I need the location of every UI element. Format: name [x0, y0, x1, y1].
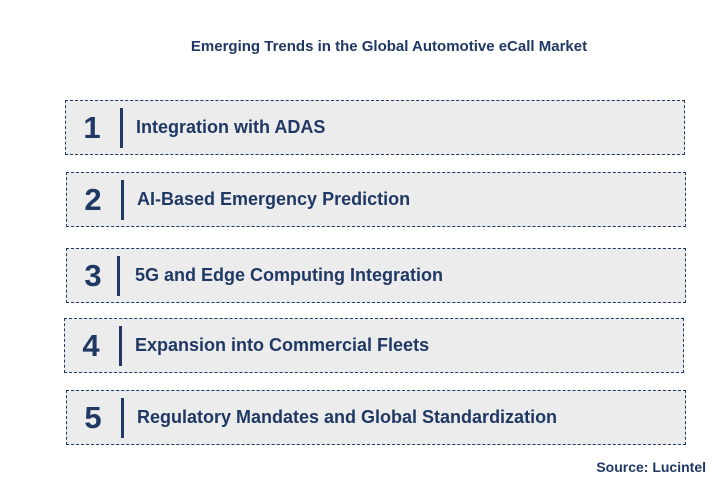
trend-item-4: 4 Expansion into Commercial Fleets — [64, 318, 684, 373]
trend-number: 1 — [83, 109, 101, 145]
trend-label: AI-Based Emergency Prediction — [137, 189, 411, 209]
trend-label: 5G and Edge Computing Integration — [135, 265, 443, 285]
trend-item-1: 1 Integration with ADAS — [65, 100, 685, 155]
trend-separator — [120, 108, 123, 148]
trend-item-2: 2 AI-Based Emergency Prediction — [66, 172, 686, 227]
trend-label: Regulatory Mandates and Global Standardi… — [137, 407, 558, 427]
chart-title: Emerging Trends in the Global Automotive… — [190, 38, 588, 55]
trend-number: 2 — [84, 181, 102, 217]
trend-separator — [121, 180, 124, 220]
source-note: Source: Lucintel — [596, 459, 706, 475]
trend-label: Expansion into Commercial Fleets — [135, 335, 430, 355]
trend-separator — [119, 326, 122, 366]
trend-separator — [117, 256, 120, 296]
trend-number: 3 — [84, 257, 102, 293]
trend-item-5: 5 Regulatory Mandates and Global Standar… — [66, 390, 686, 445]
trend-item-3: 3 5G and Edge Computing Integration — [66, 248, 686, 303]
trend-number: 5 — [84, 399, 102, 435]
trend-number: 4 — [82, 327, 100, 363]
trend-label: Integration with ADAS — [136, 117, 326, 137]
trend-separator — [121, 398, 124, 438]
